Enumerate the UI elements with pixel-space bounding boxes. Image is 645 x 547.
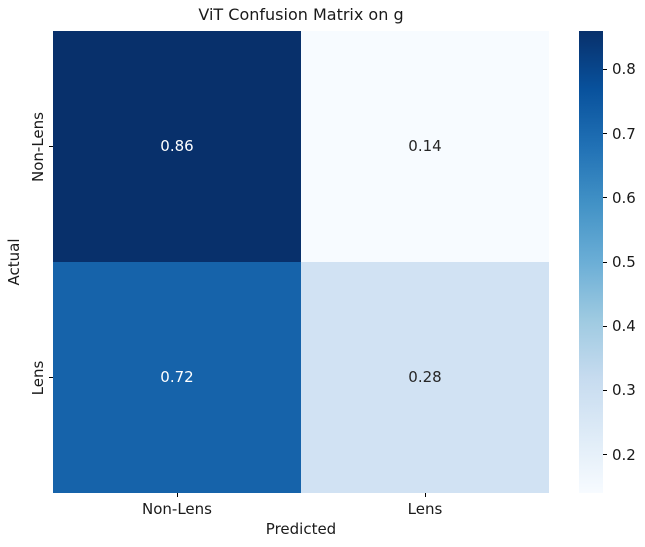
colorbar-tick-mark [603,133,607,135]
colorbar-tick-mark [603,325,607,327]
heatmap-cell-r0c1: 0.14 [301,31,549,262]
colorbar-tick: 0.5 [603,254,636,270]
colorbar-tick: 0.3 [603,382,636,398]
colorbar-tick-label: 0.8 [612,60,636,79]
cell-value-r0c1: 0.14 [408,137,442,155]
colorbar-tick: 0.2 [603,447,636,463]
cell-value-r0c0: 0.86 [160,137,194,155]
heatmap: 0.86 0.14 0.72 0.28 [53,31,549,493]
colorbar-tick-label: 0.7 [612,124,636,143]
y-tick-label-non-lens: Non-Lens [29,111,47,182]
y-tick-mark-non-lens [49,146,53,147]
colorbar-tick-label: 0.2 [612,445,636,464]
y-tick-label-lens: Lens [29,360,47,395]
colorbar: 0.8 0.7 0.6 0.5 0.4 0.3 0.2 [579,31,636,493]
x-tick-mark-non-lens [176,493,178,497]
y-axis-label: Actual [5,238,23,286]
chart-title: ViT Confusion Matrix on g [198,5,404,24]
colorbar-tick-mark [603,68,607,70]
cell-value-r1c0: 0.72 [160,368,194,386]
y-tick-mark-lens [49,377,53,378]
colorbar-tick-label: 0.6 [612,188,636,207]
heatmap-cell-r1c0: 0.72 [53,262,301,493]
colorbar-tick: 0.4 [603,318,636,334]
heatmap-cell-r1c1: 0.28 [301,262,549,493]
colorbar-tick-mark [603,197,607,199]
x-tick-mark-lens [424,493,426,497]
colorbar-tick-label: 0.3 [612,381,636,400]
colorbar-tick-mark [603,454,607,455]
colorbar-tick: 0.7 [603,126,636,142]
colorbar-ticks: 0.8 0.7 0.6 0.5 0.4 0.3 0.2 [579,31,636,493]
x-tick-label-non-lens: Non-Lens [142,500,212,518]
x-tick-label-lens: Lens [407,500,443,518]
colorbar-tick-label: 0.4 [612,317,636,336]
colorbar-tick: 0.6 [603,190,636,206]
colorbar-tick-label: 0.5 [612,253,636,271]
cell-value-r1c1: 0.28 [408,368,442,386]
heatmap-cell-r0c0: 0.86 [53,31,301,262]
colorbar-gradient [579,31,603,493]
colorbar-tick: 0.8 [603,61,636,77]
colorbar-tick-mark [603,261,607,263]
x-axis-label: Predicted [265,520,337,538]
colorbar-tick-mark [603,389,607,391]
